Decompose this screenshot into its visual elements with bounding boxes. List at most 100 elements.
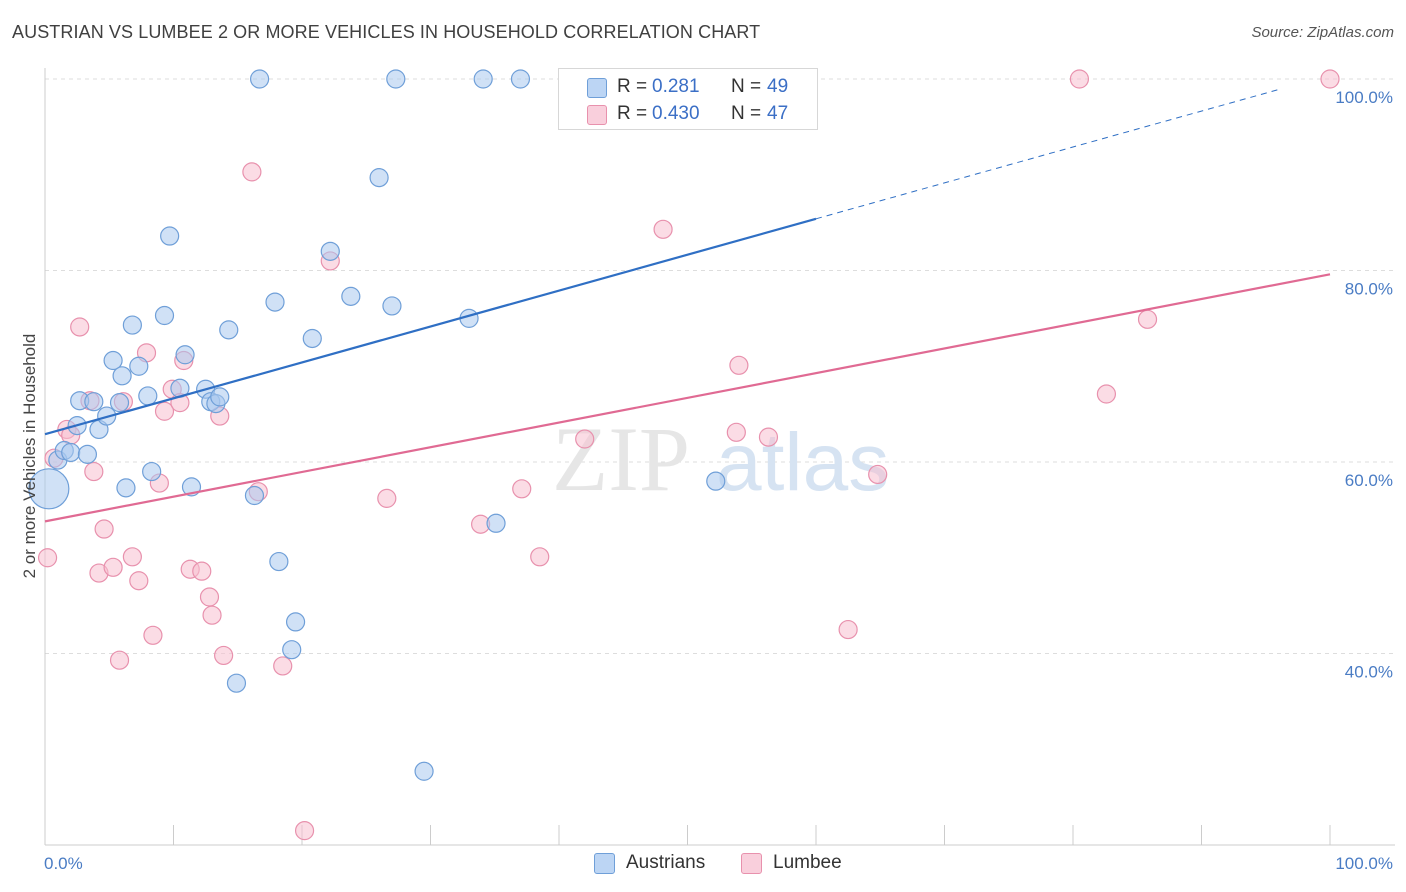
lumbee-point (1320, 69, 1340, 89)
legend-r-value: 0.430 (652, 103, 700, 124)
lumbee-point (377, 488, 397, 508)
austrians-point (706, 471, 726, 491)
austrians-point (386, 69, 406, 89)
bottom-legend-label-austrians: Austrians (626, 852, 706, 873)
lumbee-point (37, 548, 58, 568)
austrians-point (160, 226, 180, 246)
lumbee-point (512, 479, 532, 499)
austrians-point (226, 673, 247, 693)
austrians-point (341, 286, 361, 306)
lumbee-point (530, 547, 550, 567)
legend-row-lumbee: R = 0.430 N = 47 (559, 101, 817, 127)
legend-swatch-lumbee (587, 105, 607, 125)
y-tick-label: 40.0% (1345, 663, 1393, 682)
austrians-point (265, 292, 285, 312)
lumbee-point (129, 571, 149, 591)
austrians-point (138, 386, 158, 406)
legend-r-value: 0.281 (652, 76, 700, 97)
lumbee-point (868, 464, 888, 485)
austrians-point (112, 366, 132, 386)
lumbee-point (653, 219, 673, 239)
legend-swatch-austrians (587, 78, 607, 98)
austrians-point (320, 241, 340, 261)
lumbee-point (122, 547, 142, 567)
austrians-point (175, 345, 195, 365)
austrians-point (302, 328, 322, 349)
trend-lines (44, 88, 1331, 523)
legend-n-value: 47 (767, 103, 789, 124)
legend: R = 0.281 N = 49 R = 0.430 N = 47 (558, 68, 818, 130)
legend-n-label: N = (731, 103, 762, 124)
austrians-point (369, 168, 389, 188)
legend-r-label: R = (617, 76, 648, 97)
lumbee-point (1096, 384, 1117, 404)
lumbee-point (70, 317, 90, 337)
lumbee-point (242, 162, 262, 182)
austrians-point (285, 612, 306, 632)
austrians-point (154, 305, 175, 326)
austrians-point (219, 320, 239, 340)
austrians-trend-line (44, 217, 817, 436)
austrians-trend-extension (815, 88, 1281, 220)
legend-r-label: R = (617, 103, 648, 124)
austrians-point (142, 461, 162, 482)
lumbee-point (143, 625, 163, 645)
y-tick-label: 100.0% (1335, 88, 1393, 107)
lumbee-point (192, 561, 212, 581)
watermark-zip: ZIP (552, 408, 690, 510)
austrians-point (129, 356, 149, 376)
austrians-point (473, 69, 493, 89)
lumbee-point (94, 519, 114, 539)
lumbee-point (214, 645, 234, 666)
austrians-point (382, 296, 402, 316)
austrians-point (116, 478, 136, 498)
lumbee-trend-line (44, 273, 1331, 523)
austrians-point (244, 485, 265, 506)
y-axis-label: 2 or more Vehicles in Household (20, 334, 39, 579)
lumbee-point (758, 427, 779, 447)
legend-n-label: N = (731, 76, 762, 97)
bottom-legend-swatch-austrians (594, 853, 615, 874)
austrians-point (84, 392, 104, 412)
austrians-point (269, 551, 289, 572)
austrians-point (109, 393, 130, 413)
austrians-point (103, 350, 123, 371)
data-points (28, 69, 1340, 841)
watermark: ZIP atlas (552, 408, 889, 510)
x-tick-label: 0.0% (44, 854, 83, 873)
lumbee-point (294, 821, 315, 841)
austrians-point (486, 513, 506, 533)
austrians-point (510, 69, 531, 89)
lumbee-point (726, 422, 746, 442)
y-tick-label: 80.0% (1345, 280, 1393, 299)
lumbee-point (1137, 309, 1158, 329)
austrians-point (28, 468, 70, 510)
lumbee-point (84, 461, 104, 482)
austrians-point (282, 640, 302, 660)
legend-row-austrians: R = 0.281 N = 49 (559, 74, 817, 100)
lumbee-point (103, 557, 123, 577)
lumbee-point (838, 619, 858, 640)
legend-n-value: 49 (767, 76, 789, 97)
austrians-point (61, 442, 81, 463)
lumbee-point (273, 656, 293, 676)
lumbee-point (202, 605, 222, 625)
lumbee-point (199, 587, 220, 607)
y-tick-label: 60.0% (1345, 471, 1393, 490)
lumbee-point (109, 650, 130, 670)
lumbee-point (1069, 69, 1090, 89)
lumbee-point (729, 355, 749, 375)
chart-title: AUSTRIAN VS LUMBEE 2 OR MORE VEHICLES IN… (12, 22, 761, 42)
bottom-legend-label-lumbee: Lumbee (773, 852, 842, 873)
tick-labels: 40.0% 60.0% 80.0% 100.0% 0.0% 100.0% (44, 88, 1393, 873)
bottom-legend-swatch-lumbee (741, 853, 762, 874)
austrians-point (210, 387, 230, 407)
austrians-point (122, 315, 142, 335)
source-label: Source: ZipAtlas.com (1251, 24, 1394, 41)
austrians-point (414, 761, 434, 781)
austrians-point (77, 444, 98, 464)
lumbee-point (575, 429, 595, 449)
austrians-point (249, 69, 270, 89)
x-tick-label: 100.0% (1335, 854, 1393, 873)
